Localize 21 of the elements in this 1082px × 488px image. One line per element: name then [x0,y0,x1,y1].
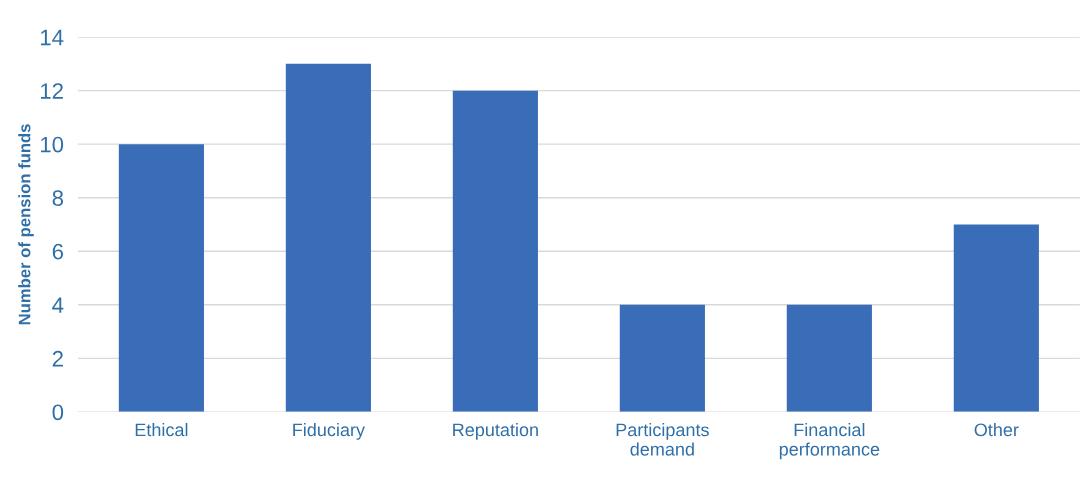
y-tick-label: 6 [52,243,64,260]
x-tick-label: Fiduciary [293,422,365,440]
y-tick-label: 14 [40,29,64,46]
y-tick-label: 8 [52,190,64,206]
bar [452,90,538,412]
x-tick-label: Financial performance [779,422,880,460]
x-tick-label: Reputation [453,422,538,440]
y-tick-label: 12 [40,83,63,99]
bar [118,144,204,412]
x-tick-label: Other [974,422,1019,437]
x-tick-label: Participants demand [616,422,709,456]
bar [285,63,371,412]
bar [619,304,705,412]
bar [953,224,1039,412]
x-tick-label: Ethical [135,422,188,437]
bar [786,304,872,412]
y-tick-label: 10 [40,136,64,153]
y-axis-title: Number of pension funds [18,124,34,325]
y-tick-label: 2 [52,350,63,367]
y-tick-label: 4 [52,297,64,313]
y-tick-label: 0 [52,404,64,421]
